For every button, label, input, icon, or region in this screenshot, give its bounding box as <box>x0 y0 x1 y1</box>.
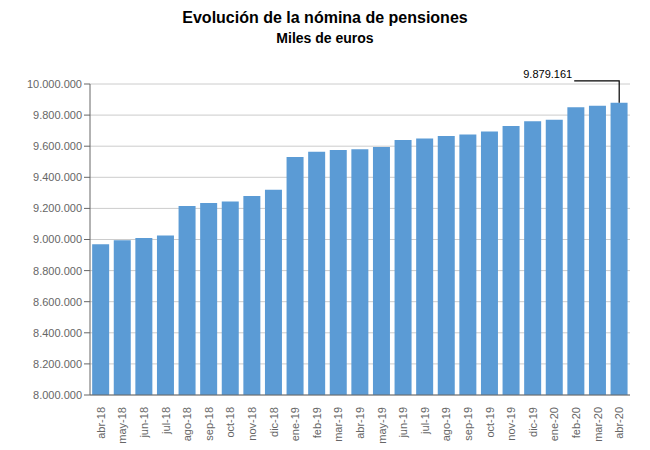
svg-text:nov-18: nov-18 <box>246 407 258 441</box>
svg-text:jul-19: jul-19 <box>419 407 431 435</box>
svg-text:8.200.000: 8.200.000 <box>33 358 82 370</box>
svg-text:10.000.000: 10.000.000 <box>27 78 82 90</box>
svg-text:8.800.000: 8.800.000 <box>33 265 82 277</box>
svg-text:9.200.000: 9.200.000 <box>33 202 82 214</box>
svg-text:8.000.000: 8.000.000 <box>33 389 82 401</box>
svg-text:9.600.000: 9.600.000 <box>33 140 82 152</box>
svg-text:abr-18: abr-18 <box>95 407 107 439</box>
svg-text:8.600.000: 8.600.000 <box>33 296 82 308</box>
svg-text:jul-18: jul-18 <box>160 407 172 435</box>
html-text:Miles de euros: Miles de euros <box>276 30 374 46</box>
svg-text:sep-19: sep-19 <box>462 407 474 441</box>
svg-text:abr-20: abr-20 <box>613 407 625 439</box>
svg-text:9.879.161: 9.879.161 <box>523 68 572 80</box>
svg-text:ene-20: ene-20 <box>548 407 560 441</box>
svg-text:feb-20: feb-20 <box>570 407 582 438</box>
svg-text:dic-18: dic-18 <box>268 407 280 437</box>
svg-text:mar-19: mar-19 <box>332 407 344 442</box>
svg-text:9.400.000: 9.400.000 <box>33 171 82 183</box>
svg-text:oct-18: oct-18 <box>224 407 236 438</box>
svg-text:8.400.000: 8.400.000 <box>33 327 82 339</box>
svg-text:sep-18: sep-18 <box>203 407 215 441</box>
svg-text:mar-20: mar-20 <box>592 407 604 442</box>
svg-text:abr-19: abr-19 <box>354 407 366 439</box>
svg-text:ago-19: ago-19 <box>440 407 452 441</box>
svg-text:nov-19: nov-19 <box>505 407 517 441</box>
html-text:Evolución de la nómina de pens: Evolución de la nómina de pensiones <box>182 9 468 26</box>
svg-text:jun-18: jun-18 <box>138 407 150 439</box>
svg-text:ene-19: ene-19 <box>289 407 301 441</box>
svg-text:oct-19: oct-19 <box>484 407 496 438</box>
svg-text:9.800.000: 9.800.000 <box>33 109 82 121</box>
svg-text:ago-18: ago-18 <box>181 407 193 441</box>
svg-text:9.000.000: 9.000.000 <box>33 233 82 245</box>
svg-text:feb-19: feb-19 <box>311 407 323 438</box>
svg-text:dic-19: dic-19 <box>527 407 539 437</box>
svg-text:may-18: may-18 <box>116 407 128 444</box>
svg-text:may-19: may-19 <box>376 407 388 444</box>
svg-text:jun-19: jun-19 <box>397 407 409 439</box>
